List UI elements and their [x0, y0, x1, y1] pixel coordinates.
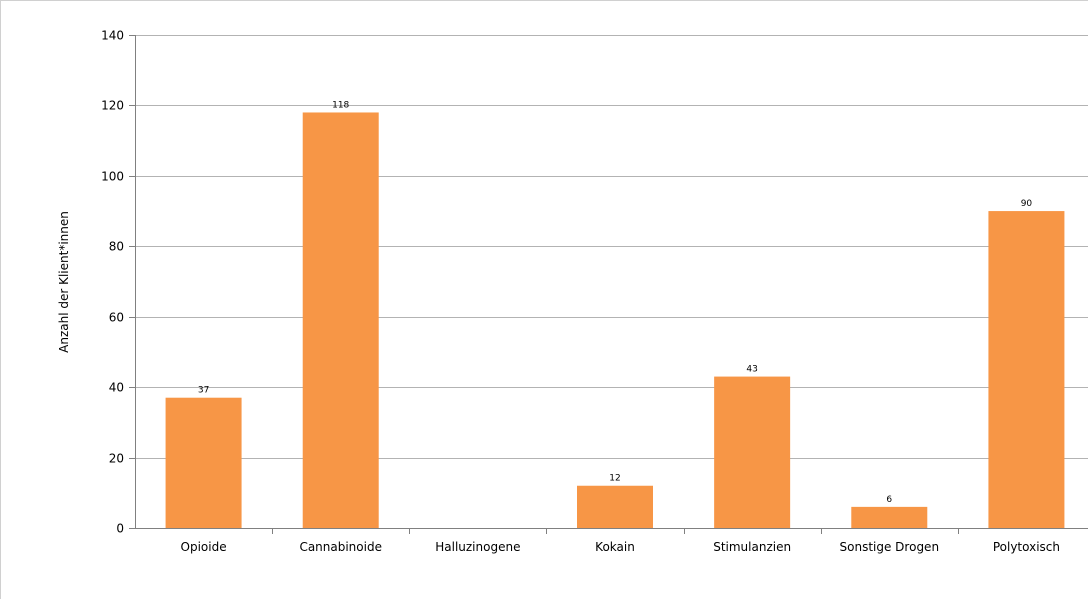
data-label: 118	[332, 100, 349, 110]
y-axis-label: Anzahl der Klient*innen	[57, 211, 71, 353]
x-tick-label: Cannabinoide	[299, 540, 382, 554]
x-tick-label: Opioide	[181, 540, 227, 554]
x-tick-labels: Opioide Cannabinoide Halluzinogene Kokain St…	[181, 540, 1060, 554]
data-label: 12	[609, 474, 620, 484]
axes	[129, 35, 1088, 534]
y-tick-labels: 0 20 40 60 80 100 120 140	[101, 29, 124, 536]
y-tick-label: 80	[109, 240, 124, 254]
bar-cannabinoide	[303, 112, 379, 528]
bar-kokain	[577, 486, 653, 528]
x-tick-label: Kokain	[595, 540, 635, 554]
bar-stimulanzien	[714, 377, 790, 528]
bars	[166, 112, 1065, 528]
y-tick-label: 40	[109, 381, 124, 395]
y-tick-label: 20	[109, 452, 124, 466]
data-label: 43	[746, 365, 757, 375]
y-tick-label: 60	[109, 311, 124, 325]
data-label: 37	[198, 386, 209, 396]
gridlines	[135, 36, 1088, 459]
bar-opioide	[166, 398, 242, 528]
x-tick-label: Sonstige Drogen	[840, 540, 940, 554]
y-tick-label: 120	[101, 99, 124, 113]
x-tick-label: Stimulanzien	[713, 540, 791, 554]
data-label: 6	[886, 495, 892, 505]
data-label: 90	[1021, 199, 1033, 209]
y-tick-label: 100	[101, 170, 124, 184]
x-tick-label: Polytoxisch	[993, 540, 1060, 554]
y-tick-label: 140	[101, 29, 124, 43]
bar-polytoxisch	[988, 211, 1064, 528]
y-tick-label: 0	[116, 522, 124, 536]
x-tick-label: Halluzinogene	[435, 540, 520, 554]
bar-sonstige-drogen	[851, 507, 927, 528]
